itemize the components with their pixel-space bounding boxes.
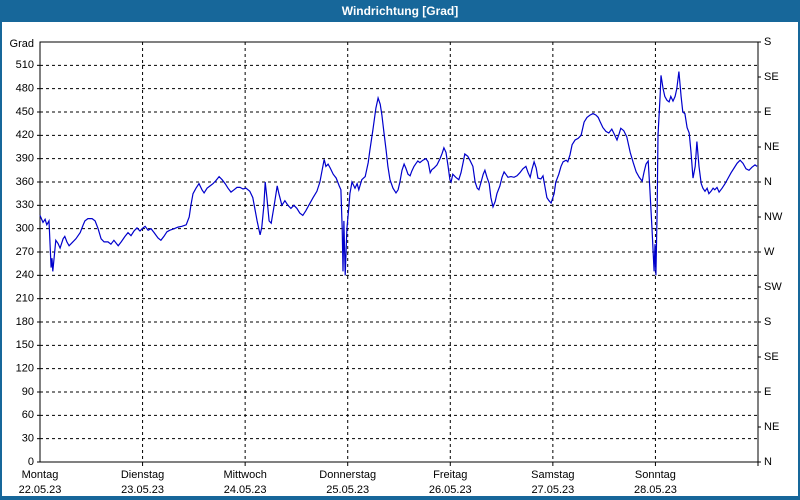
y-axis-tick-label: 360 [16, 176, 34, 188]
y-axis-tick-label: 450 [16, 106, 34, 118]
compass-tick-label: S [764, 316, 771, 328]
y-axis-tick-label: 0 [28, 456, 34, 468]
y-axis-tick-label: 390 [16, 153, 34, 165]
compass-tick-label: W [764, 246, 775, 258]
x-axis-date-label: 26.05.23 [429, 484, 472, 496]
x-axis-day-label: Mittwoch [223, 469, 266, 481]
x-axis-day-label: Samstag [531, 469, 574, 481]
compass-tick-label: SE [764, 71, 779, 83]
wind-direction-line [39, 71, 758, 276]
y-axis-unit-label: Grad [10, 38, 34, 50]
x-axis-date-label: 25.05.23 [326, 484, 369, 496]
title-bar: Windrichtung [Grad] [0, 0, 800, 22]
compass-tick-label: NE [764, 141, 779, 153]
y-axis-tick-label: 300 [16, 223, 34, 235]
x-axis-date-label: 27.05.23 [531, 484, 574, 496]
compass-tick-label: E [764, 106, 771, 118]
gridlines [40, 42, 758, 462]
axis-ticks [37, 41, 761, 466]
y-axis-tick-label: 60 [22, 409, 34, 421]
y-axis-tick-label: 480 [16, 83, 34, 95]
x-axis-day-label: Freitag [433, 469, 467, 481]
compass-tick-label: NW [764, 211, 783, 223]
x-axis-date-label: 22.05.23 [19, 484, 62, 496]
x-axis-day-label: Donnerstag [319, 469, 376, 481]
compass-tick-label: E [764, 386, 771, 398]
compass-tick-label: N [764, 176, 772, 188]
y-axis-tick-label: 420 [16, 129, 34, 141]
y-axis-tick-label: 240 [16, 269, 34, 281]
y-axis-tick-label: 30 [22, 433, 34, 445]
y-axis-tick-label: 330 [16, 199, 34, 211]
plot-border [39, 41, 759, 463]
y-axis-tick-label: 90 [22, 386, 34, 398]
y-axis-tick-label: 270 [16, 246, 34, 258]
y-axis-tick-label: 510 [16, 59, 34, 71]
x-axis-date-label: 24.05.23 [224, 484, 267, 496]
x-axis-day-label: Sonntag [635, 469, 676, 481]
compass-tick-label: SW [764, 281, 782, 293]
y-axis-tick-label: 210 [16, 293, 34, 305]
y-axis-tick-label: 180 [16, 316, 34, 328]
y-axis-tick-label: 120 [16, 363, 34, 375]
x-axis-date-label: 28.05.23 [634, 484, 677, 496]
compass-tick-label: N [764, 456, 772, 468]
x-axis-day-label: Dienstag [121, 469, 164, 481]
x-axis-date-label: 23.05.23 [121, 484, 164, 496]
window-title: Windrichtung [Grad] [341, 4, 459, 18]
x-axis-day-label: Montag [22, 469, 59, 481]
y-axis-tick-label: 150 [16, 339, 34, 351]
compass-tick-label: SE [764, 351, 779, 363]
compass-tick-label: S [764, 36, 771, 48]
compass-tick-label: NE [764, 421, 779, 433]
